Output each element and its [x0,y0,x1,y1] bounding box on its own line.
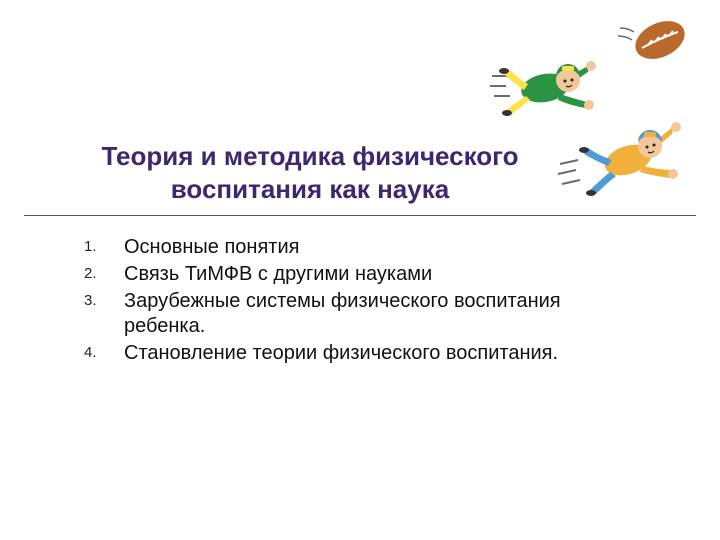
list-number: 3. [84,289,124,309]
list-number: 4. [84,341,124,361]
list-item: 2. Связь ТиМФВ с другими науками [84,262,624,287]
title-line-2: воспитания как наука [171,174,449,204]
athlete-2-icon [558,122,681,196]
title-block: Теория и методика физического воспитания… [60,140,560,205]
content-list: 1. Основные понятия 2. Связь ТиМФВ с дру… [84,235,624,368]
list-item: 4. Становление теории физического воспит… [84,341,624,366]
list-item: 3. Зарубежные системы физического воспит… [84,289,624,339]
slide-title: Теория и методика физического воспитания… [60,140,560,205]
list-text: Зарубежные системы физического воспитани… [124,289,624,339]
list-number: 1. [84,235,124,255]
list-item: 1. Основные понятия [84,235,624,260]
list-text: Становление теории физического воспитани… [124,341,558,366]
athlete-1-icon [490,61,596,116]
list-number: 2. [84,262,124,282]
numbered-list: 1. Основные понятия 2. Связь ТиМФВ с дру… [84,235,624,366]
title-divider [24,215,696,216]
list-text: Основные понятия [124,235,299,260]
football-icon [618,14,691,67]
title-line-1: Теория и методика физического [101,141,518,171]
slide-container: Теория и методика физического воспитания… [0,0,720,540]
list-text: Связь ТиМФВ с другими науками [124,262,432,287]
